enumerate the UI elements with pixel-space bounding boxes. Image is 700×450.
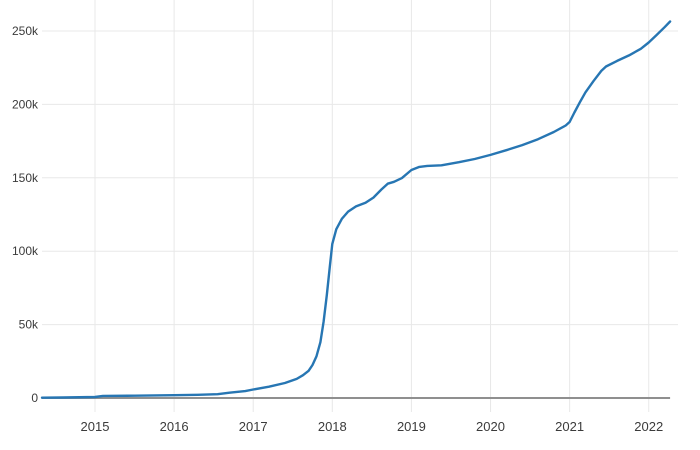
y-axis-label: 200k [12, 97, 39, 111]
x-axis-label: 2021 [555, 419, 584, 434]
y-axis-label: 150k [12, 171, 39, 185]
y-axis-label: 250k [12, 24, 39, 38]
x-axis-label: 2019 [397, 419, 426, 434]
x-axis-label: 2022 [634, 419, 663, 434]
y-axis-label: 100k [12, 244, 39, 258]
y-axis-label: 0 [31, 391, 38, 405]
x-axis-label: 2015 [81, 419, 110, 434]
x-axis-label: 2018 [318, 419, 347, 434]
x-axis-label: 2020 [476, 419, 505, 434]
x-axis-label: 2016 [160, 419, 189, 434]
data-line-series [40, 20, 672, 399]
y-axis-label: 50k [19, 318, 39, 332]
x-axis-label: 2017 [239, 419, 268, 434]
